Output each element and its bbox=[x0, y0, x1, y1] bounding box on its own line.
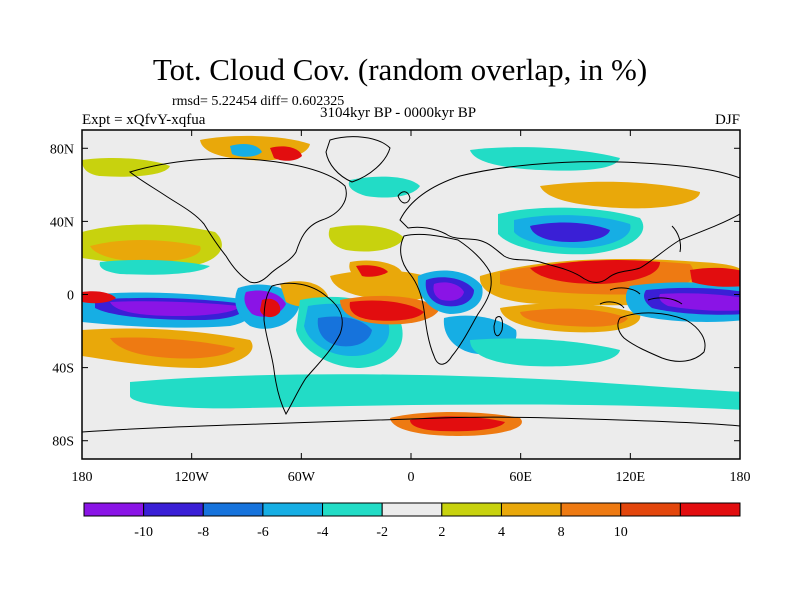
coastline-australia bbox=[617, 312, 706, 362]
anomaly-patch bbox=[659, 293, 740, 311]
latitude-axis: 80N 40N 0 40S 80S bbox=[50, 142, 740, 450]
lon-tick-label: 60E bbox=[509, 470, 532, 485]
anomaly-patch bbox=[356, 265, 388, 277]
coastline-greenland bbox=[325, 136, 391, 183]
period-label: 3104kyr BP - 0000kyr BP bbox=[320, 105, 477, 121]
lat-tick-label: 40S bbox=[52, 362, 74, 377]
anomaly-patch bbox=[520, 308, 628, 327]
lon-tick-label: 120E bbox=[616, 470, 646, 485]
coastline-antarctica bbox=[82, 416, 740, 433]
colorbar-label: -2 bbox=[376, 525, 388, 540]
lat-tick-label: 80N bbox=[50, 142, 74, 157]
lon-tick-label: 60W bbox=[288, 470, 316, 485]
anomaly-patch bbox=[410, 416, 505, 432]
colorbar: -10 -8 -6 -4 -2 2 4 8 10 bbox=[83, 502, 741, 540]
coastlines bbox=[82, 136, 740, 433]
coastline-indonesia bbox=[599, 287, 683, 309]
anomaly-patch bbox=[130, 374, 740, 410]
colorbar-swatch bbox=[262, 502, 324, 517]
anomaly-field bbox=[82, 135, 740, 436]
season-label: DJF bbox=[714, 112, 740, 128]
anomaly-patch bbox=[690, 267, 740, 287]
anomaly-patch bbox=[328, 225, 404, 252]
anomaly-patch bbox=[230, 144, 262, 157]
anomaly-patch bbox=[540, 181, 700, 209]
coastline-africa bbox=[400, 233, 492, 365]
colorbar-label: 2 bbox=[438, 525, 445, 540]
colorbar-swatch bbox=[679, 502, 741, 517]
anomaly-patch bbox=[530, 260, 660, 284]
colorbar-label: 8 bbox=[558, 525, 565, 540]
lat-tick-label: 80S bbox=[52, 435, 74, 450]
anomaly-patch bbox=[270, 146, 302, 161]
colorbar-swatch bbox=[500, 502, 562, 517]
longitude-axis: 180 120W 60W 0 60E 120E 180 bbox=[72, 130, 751, 485]
map-title: Tot. Cloud Cov. (random overlap, in %) bbox=[152, 52, 648, 87]
colorbar-label: 10 bbox=[614, 525, 628, 540]
anomaly-patch bbox=[433, 282, 464, 301]
lat-tick-label: 0 bbox=[67, 289, 74, 304]
colorbar-label: -6 bbox=[257, 525, 269, 540]
anomaly-patch bbox=[470, 147, 620, 171]
colorbar-swatch bbox=[202, 502, 264, 517]
colorbar-swatch bbox=[620, 502, 681, 517]
colorbar-label: -8 bbox=[197, 525, 209, 540]
coastline-eurasia bbox=[399, 161, 740, 283]
coastline-uk bbox=[397, 191, 411, 204]
colorbar-swatch bbox=[381, 502, 443, 517]
colorbar-swatch bbox=[143, 502, 204, 517]
anomaly-patch bbox=[82, 158, 170, 177]
lon-tick-label: 180 bbox=[730, 470, 751, 485]
colorbar-swatch bbox=[441, 502, 502, 517]
anomaly-patch bbox=[82, 291, 116, 304]
colorbar-label: -10 bbox=[134, 525, 153, 540]
anomaly-patch bbox=[317, 316, 372, 347]
anomaly-patch bbox=[110, 301, 240, 316]
colorbar-swatch bbox=[322, 502, 383, 517]
colorbar-label: -4 bbox=[317, 525, 329, 540]
experiment-label: Expt = xQfvY-xqfua bbox=[82, 112, 206, 128]
colorbar-label: 4 bbox=[498, 525, 505, 540]
anomaly-patch bbox=[90, 240, 201, 262]
colorbar-swatch bbox=[83, 502, 145, 517]
anomaly-patch bbox=[530, 222, 610, 242]
coastline-north-america bbox=[128, 158, 347, 284]
coastline-south-america bbox=[263, 282, 343, 416]
lon-tick-label: 180 bbox=[72, 470, 93, 485]
anomaly-patch bbox=[470, 338, 620, 367]
lon-tick-label: 120W bbox=[175, 470, 210, 485]
lat-tick-label: 40N bbox=[50, 215, 74, 230]
coastline-madagascar bbox=[493, 316, 503, 337]
anomaly-patch bbox=[110, 337, 235, 359]
map-panel bbox=[81, 129, 741, 460]
coastline-japan bbox=[671, 225, 681, 253]
anomaly-patch bbox=[349, 300, 424, 321]
anomaly-patch bbox=[99, 259, 210, 275]
stats-label: rmsd= 5.22454 diff= 0.602325 bbox=[172, 94, 345, 109]
colorbar-swatch bbox=[560, 502, 622, 517]
lon-tick-label: 0 bbox=[408, 470, 415, 485]
